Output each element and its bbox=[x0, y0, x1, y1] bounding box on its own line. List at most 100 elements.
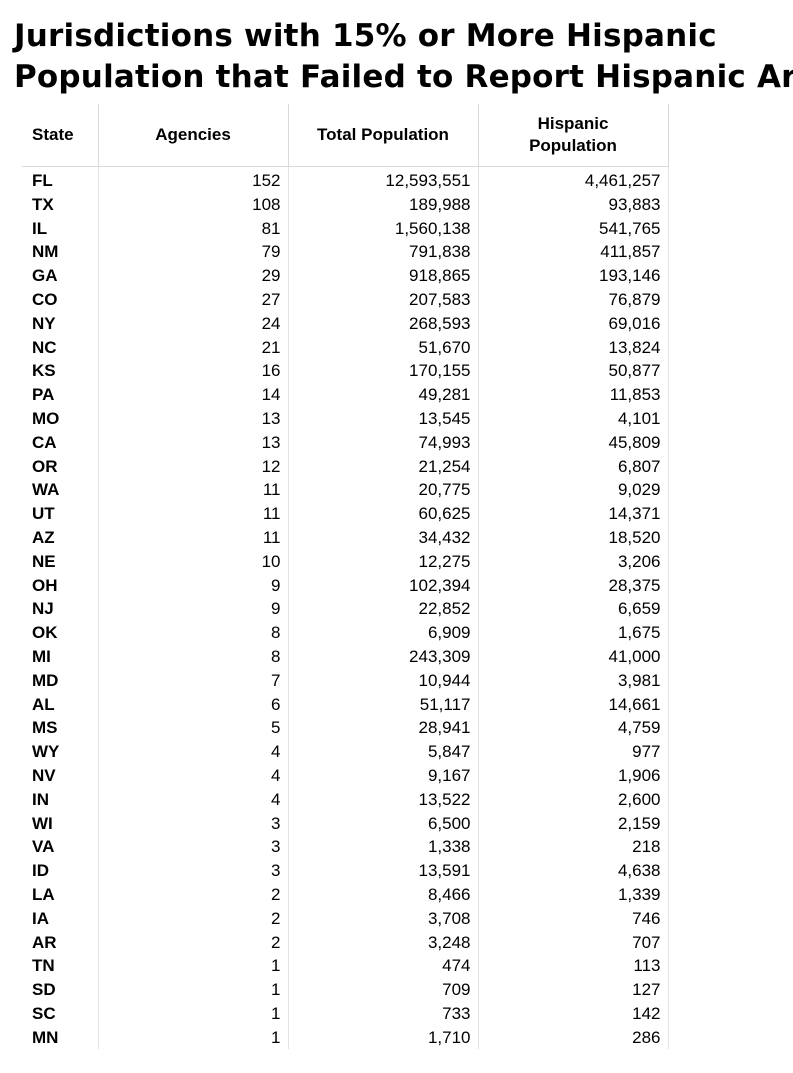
table-row: IN 4 13,522 2,600 bbox=[22, 787, 669, 812]
cell-total-population: 8,466 bbox=[288, 882, 479, 907]
table-row: WA 11 20,775 9,029 bbox=[22, 478, 669, 503]
cell-total-population: 6,500 bbox=[288, 811, 479, 836]
cell-agencies: 27 bbox=[98, 287, 289, 312]
cell-total-population: 474 bbox=[288, 954, 479, 979]
cell-agencies: 9 bbox=[98, 573, 289, 598]
cell-total-population: 207,583 bbox=[288, 287, 479, 312]
cell-state: TN bbox=[22, 954, 99, 979]
cell-state: MI bbox=[22, 644, 99, 669]
header-state: State bbox=[22, 104, 99, 167]
cell-state: KS bbox=[22, 359, 99, 384]
table-row: OK 8 6,909 1,675 bbox=[22, 621, 669, 645]
table-row: TN 1 474 113 bbox=[22, 954, 669, 979]
header-hispanic-line-2: Population bbox=[529, 136, 617, 155]
cell-hispanic-population: 18,520 bbox=[478, 525, 669, 550]
cell-state: IL bbox=[22, 216, 99, 241]
cell-agencies: 2 bbox=[98, 906, 289, 931]
cell-agencies: 4 bbox=[98, 787, 289, 812]
cell-hispanic-population: 1,906 bbox=[478, 763, 669, 788]
cell-total-population: 60,625 bbox=[288, 502, 479, 526]
cell-hispanic-population: 93,883 bbox=[478, 192, 669, 217]
page-title: Jurisdictions with 15% or More Hispanic … bbox=[14, 16, 793, 98]
cell-state: MN bbox=[22, 1025, 99, 1050]
cell-agencies: 11 bbox=[98, 478, 289, 503]
table-row: PA 14 49,281 11,853 bbox=[22, 383, 669, 407]
cell-agencies: 29 bbox=[98, 264, 289, 288]
cell-hispanic-population: 541,765 bbox=[478, 216, 669, 241]
cell-hispanic-population: 286 bbox=[478, 1025, 669, 1050]
cell-agencies: 3 bbox=[98, 859, 289, 883]
cell-hispanic-population: 411,857 bbox=[478, 240, 669, 265]
cell-state: MD bbox=[22, 668, 99, 693]
cell-total-population: 10,944 bbox=[288, 668, 479, 693]
cell-agencies: 3 bbox=[98, 835, 289, 860]
header-agencies: Agencies bbox=[98, 104, 289, 167]
table-row: NC 21 51,670 13,824 bbox=[22, 335, 669, 360]
cell-state: AL bbox=[22, 692, 99, 717]
cell-agencies: 152 bbox=[98, 166, 289, 193]
cell-state: NC bbox=[22, 335, 99, 360]
table-row: MN 1 1,710 286 bbox=[22, 1025, 669, 1050]
cell-hispanic-population: 28,375 bbox=[478, 573, 669, 598]
table-row: SC 1 733 142 bbox=[22, 1001, 669, 1026]
table-row: KS 16 170,155 50,877 bbox=[22, 359, 669, 384]
cell-agencies: 79 bbox=[98, 240, 289, 265]
cell-agencies: 4 bbox=[98, 740, 289, 764]
cell-state: VA bbox=[22, 835, 99, 860]
header-total-population: Total Population bbox=[288, 104, 479, 167]
cell-hispanic-population: 1,339 bbox=[478, 882, 669, 907]
table-row: ID 3 13,591 4,638 bbox=[22, 859, 669, 883]
cell-total-population: 74,993 bbox=[288, 430, 479, 455]
cell-agencies: 1 bbox=[98, 978, 289, 1002]
table-header: State Agencies Total Population Hispanic… bbox=[22, 104, 669, 167]
cell-total-population: 243,309 bbox=[288, 644, 479, 669]
cell-total-population: 13,591 bbox=[288, 859, 479, 883]
cell-state: OH bbox=[22, 573, 99, 598]
cell-hispanic-population: 4,461,257 bbox=[478, 166, 669, 193]
table-row: WI 3 6,500 2,159 bbox=[22, 811, 669, 836]
cell-state: FL bbox=[22, 166, 99, 193]
cell-hispanic-population: 13,824 bbox=[478, 335, 669, 360]
cell-hispanic-population: 9,029 bbox=[478, 478, 669, 503]
cell-state: IA bbox=[22, 906, 99, 931]
cell-total-population: 12,275 bbox=[288, 549, 479, 574]
cell-state: NE bbox=[22, 549, 99, 574]
cell-agencies: 24 bbox=[98, 311, 289, 336]
cell-hispanic-population: 2,600 bbox=[478, 787, 669, 812]
table-row: NM 79 791,838 411,857 bbox=[22, 240, 669, 265]
cell-agencies: 108 bbox=[98, 192, 289, 217]
table-row: IA 2 3,708 746 bbox=[22, 906, 669, 931]
cell-agencies: 2 bbox=[98, 882, 289, 907]
cell-state: OK bbox=[22, 621, 99, 645]
cell-total-population: 6,909 bbox=[288, 621, 479, 645]
cell-total-population: 1,338 bbox=[288, 835, 479, 860]
cell-agencies: 11 bbox=[98, 525, 289, 550]
cell-hispanic-population: 69,016 bbox=[478, 311, 669, 336]
jurisdictions-table: State Agencies Total Population Hispanic… bbox=[22, 104, 669, 1050]
cell-total-population: 28,941 bbox=[288, 716, 479, 741]
cell-state: ID bbox=[22, 859, 99, 883]
cell-total-population: 733 bbox=[288, 1001, 479, 1026]
cell-hispanic-population: 1,675 bbox=[478, 621, 669, 645]
title-line-2: Population that Failed to Report Hispani… bbox=[14, 59, 793, 95]
table-row: FL 152 12,593,551 4,461,257 bbox=[22, 166, 669, 193]
cell-hispanic-population: 11,853 bbox=[478, 383, 669, 407]
cell-total-population: 13,545 bbox=[288, 406, 479, 431]
cell-agencies: 21 bbox=[98, 335, 289, 360]
cell-state: CA bbox=[22, 430, 99, 455]
cell-hispanic-population: 127 bbox=[478, 978, 669, 1002]
cell-total-population: 22,852 bbox=[288, 597, 479, 622]
cell-hispanic-population: 14,371 bbox=[478, 502, 669, 526]
cell-hispanic-population: 3,206 bbox=[478, 549, 669, 574]
cell-total-population: 1,710 bbox=[288, 1025, 479, 1050]
cell-total-population: 51,117 bbox=[288, 692, 479, 717]
cell-hispanic-population: 41,000 bbox=[478, 644, 669, 669]
header-hispanic-line-1: Hispanic bbox=[537, 114, 609, 133]
cell-total-population: 102,394 bbox=[288, 573, 479, 598]
cell-agencies: 1 bbox=[98, 1025, 289, 1050]
header-row: State Agencies Total Population Hispanic… bbox=[22, 104, 669, 167]
cell-state: LA bbox=[22, 882, 99, 907]
table-row: IL 81 1,560,138 541,765 bbox=[22, 216, 669, 241]
cell-agencies: 14 bbox=[98, 383, 289, 407]
table-row: MO 13 13,545 4,101 bbox=[22, 406, 669, 431]
